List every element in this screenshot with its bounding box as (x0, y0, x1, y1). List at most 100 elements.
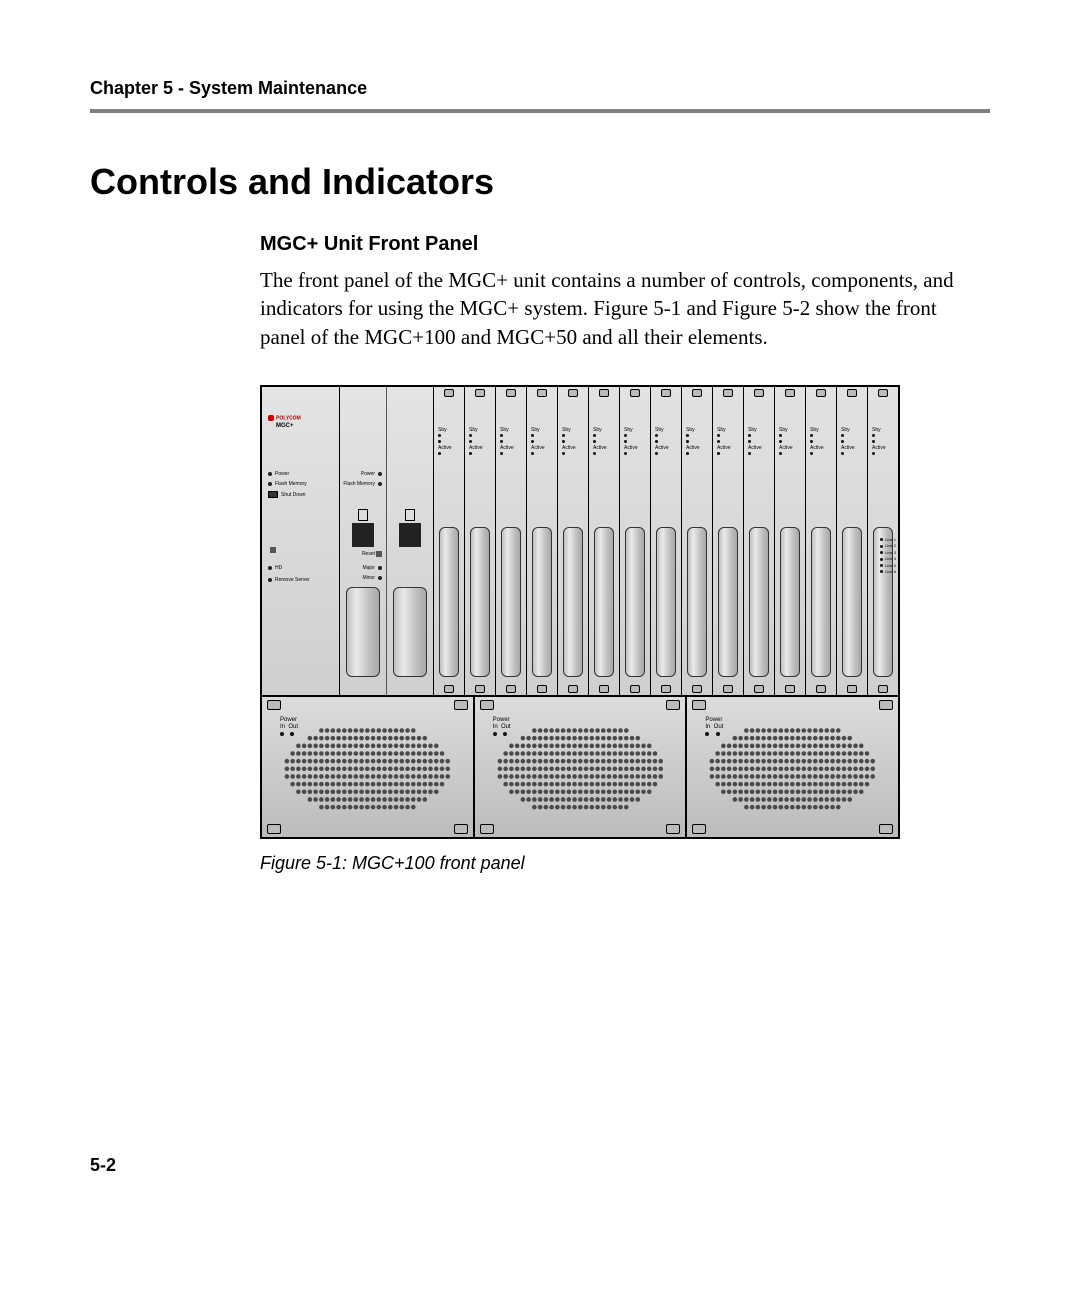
section-subhead: MGC+ Unit Front Panel (260, 233, 960, 256)
line-card: SbyActive (620, 387, 651, 695)
screw-icon (723, 685, 733, 693)
screw-icon (475, 685, 485, 693)
card-leds: SbyActive (593, 427, 607, 457)
card-leds: SbyActive (562, 427, 576, 457)
card-faceplate (439, 527, 459, 677)
line-card: SbyActive (589, 387, 620, 695)
ejector-icon (358, 509, 368, 521)
cpu-minor-label: Minor (362, 575, 382, 581)
page-number: 5-2 (90, 1155, 116, 1176)
body-paragraph: The front panel of the MGC+ unit contain… (260, 266, 960, 351)
line-card: SbyActive (496, 387, 527, 695)
card-leds: SbyActive (500, 427, 514, 457)
card-faceplate (780, 527, 800, 677)
line-card: SbyActive (775, 387, 806, 695)
screw-icon (444, 389, 454, 397)
line-card: SbyActive (806, 387, 837, 695)
screw-icon (630, 685, 640, 693)
chassis: POLYCOM MGC+ Power Flash Memory Shut Dow… (262, 387, 898, 837)
card-faceplate (501, 527, 521, 677)
psu-module: PowerIn Out (475, 697, 688, 837)
chapter-header: Chapter 5 - System Maintenance (90, 78, 990, 99)
screw-icon (754, 389, 764, 397)
cpu-flash-label: Flash Memory (343, 481, 382, 487)
screw-icon (723, 389, 733, 397)
card-faceplate (532, 527, 552, 677)
ctrl-remove-label: Remove Server (268, 577, 310, 583)
card-leds: SbyActive (438, 427, 452, 457)
card-faceplate (749, 527, 769, 677)
ctrl-shutdown-label: Shut Down (268, 491, 305, 498)
screw-icon (599, 389, 609, 397)
screw-icon (816, 389, 826, 397)
card-leds: SbyActive (531, 427, 545, 457)
screw-icon (785, 685, 795, 693)
cpu-window (399, 523, 421, 547)
card-leds: SbyActive (810, 427, 824, 457)
page: Chapter 5 - System Maintenance Controls … (0, 0, 1080, 1306)
page-title: Controls and Indicators (90, 161, 990, 203)
figure-caption: Figure 5-1: MGC+100 front panel (260, 853, 960, 874)
vent-pattern-icon (475, 697, 686, 837)
cpu-faceplate (346, 587, 380, 677)
screw-icon (475, 389, 485, 397)
card-leds: SbyActive (717, 427, 731, 457)
vent-pattern-icon (687, 697, 898, 837)
ejector-icon (405, 509, 415, 521)
ctrl-power-label: Power (268, 471, 289, 477)
cpu-pair: Power Flash Memory Reset Major Minor (340, 387, 434, 695)
card-leds: SbyActive (872, 427, 886, 457)
line-card: SbyActive (465, 387, 496, 695)
screw-icon (537, 685, 547, 693)
content-block: MGC+ Unit Front Panel The front panel of… (260, 233, 960, 874)
card-leds: SbyActive (779, 427, 793, 457)
line-card: SbyActive (744, 387, 775, 695)
card-faceplate (656, 527, 676, 677)
card-port-labels: Line 1Line 2Line 3Line 4Line 5Line 6 (880, 537, 896, 575)
line-card: SbyActive (527, 387, 558, 695)
card-faceplate (842, 527, 862, 677)
screw-icon (878, 389, 888, 397)
line-cards: SbyActiveSbyActiveSbyActiveSbyActiveSbyA… (434, 387, 898, 695)
screw-icon (630, 389, 640, 397)
control-slot: POLYCOM MGC+ Power Flash Memory Shut Dow… (262, 387, 340, 695)
line-card: SbyActive (558, 387, 589, 695)
screw-icon (878, 685, 888, 693)
screw-icon (816, 685, 826, 693)
card-faceplate (687, 527, 707, 677)
card-leds: SbyActive (655, 427, 669, 457)
screw-icon (847, 389, 857, 397)
screw-icon (785, 389, 795, 397)
screw-icon (506, 685, 516, 693)
screw-icon (537, 389, 547, 397)
cpu-slot-b (387, 387, 433, 695)
brand-label: POLYCOM (268, 415, 301, 421)
line-card: SbyActive (651, 387, 682, 695)
figure-frontpanel: POLYCOM MGC+ Power Flash Memory Shut Dow… (260, 385, 900, 839)
card-faceplate (594, 527, 614, 677)
screw-icon (444, 685, 454, 693)
line-card: SbyActive Line 1Line 2Line 3Line 4Line 5L… (868, 387, 898, 695)
screw-icon (599, 685, 609, 693)
card-faceplate (563, 527, 583, 677)
psu-module: PowerIn Out (262, 697, 475, 837)
psu-row: PowerIn Out PowerIn Out PowerIn Out (262, 697, 898, 837)
card-cage: POLYCOM MGC+ Power Flash Memory Shut Dow… (262, 387, 898, 697)
card-faceplate (718, 527, 738, 677)
screw-icon (847, 685, 857, 693)
screw-icon (661, 685, 671, 693)
card-leds: SbyActive (748, 427, 762, 457)
screw-icon (568, 685, 578, 693)
screw-icon (568, 389, 578, 397)
line-card: SbyActive (434, 387, 465, 695)
ctrl-port-icon (270, 547, 276, 553)
cpu-power-label: Power (361, 471, 382, 477)
screw-icon (692, 685, 702, 693)
screw-icon (754, 685, 764, 693)
cpu-slot-a: Power Flash Memory Reset Major Minor (340, 387, 387, 695)
card-faceplate (625, 527, 645, 677)
cpu-faceplate (393, 587, 427, 677)
card-faceplate (811, 527, 831, 677)
line-card: SbyActive (837, 387, 868, 695)
reset-button-icon (376, 551, 382, 557)
